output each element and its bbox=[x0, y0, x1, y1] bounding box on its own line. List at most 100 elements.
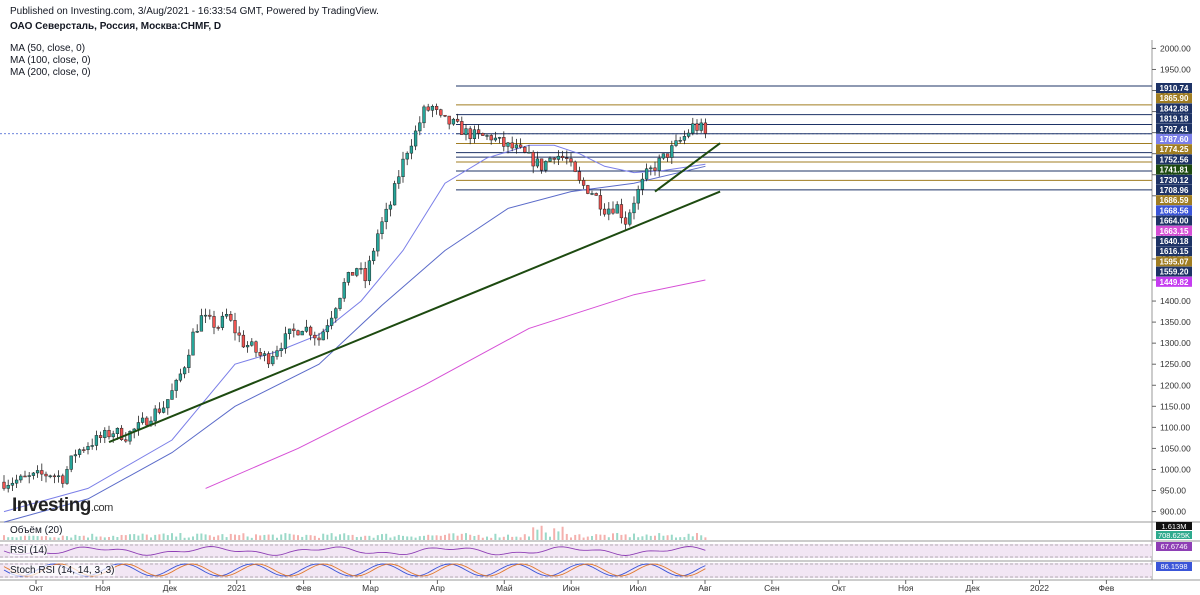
candle-body bbox=[233, 320, 237, 334]
volume-bar bbox=[196, 533, 199, 540]
volume-bar bbox=[586, 536, 589, 540]
candle-body bbox=[539, 158, 544, 171]
volume-bar bbox=[208, 535, 211, 540]
volume-bar bbox=[645, 534, 648, 540]
candle-body bbox=[350, 272, 355, 276]
x-tick-label: Апр bbox=[430, 583, 445, 593]
volume-bar bbox=[271, 534, 274, 540]
volume-bar bbox=[255, 534, 257, 540]
candle-body bbox=[472, 129, 477, 139]
volume-bar bbox=[641, 536, 644, 540]
candle-body bbox=[241, 334, 246, 348]
candle-body bbox=[56, 475, 61, 478]
candle-body bbox=[640, 178, 645, 190]
volume-bar bbox=[700, 535, 703, 540]
volume-bar bbox=[242, 533, 245, 540]
price-marker-box bbox=[1156, 93, 1192, 104]
candle-body bbox=[397, 176, 401, 184]
rsi-marker-box bbox=[1156, 542, 1192, 551]
volume-bar bbox=[175, 536, 178, 540]
volume-bar bbox=[498, 537, 501, 540]
price-marker-label: 1819.18 bbox=[1160, 115, 1189, 124]
candle-body bbox=[468, 128, 472, 139]
candle-body bbox=[153, 408, 157, 422]
candle-body bbox=[623, 217, 628, 225]
candle-body bbox=[115, 427, 120, 434]
volume-bar bbox=[19, 536, 22, 540]
volume-bar bbox=[145, 534, 148, 540]
candle-body bbox=[69, 455, 73, 470]
volume-bar bbox=[221, 534, 224, 540]
candle-body bbox=[313, 334, 317, 339]
candle-body bbox=[447, 115, 451, 125]
volume-bar bbox=[536, 529, 539, 540]
volume-bar bbox=[351, 534, 354, 540]
candle-body bbox=[686, 132, 691, 137]
candle-body bbox=[430, 105, 435, 111]
ma100-legend: MA (100, close, 0) bbox=[10, 55, 91, 66]
candle-body bbox=[119, 427, 124, 440]
volume-bar bbox=[74, 534, 77, 540]
candle-body bbox=[224, 314, 229, 317]
volume-bar bbox=[259, 535, 262, 540]
x-tick-label: Мар bbox=[362, 583, 379, 593]
price-marker-box bbox=[1156, 123, 1192, 134]
candle-body bbox=[14, 479, 19, 484]
volume-bar bbox=[250, 537, 253, 540]
x-tick-label: Дек bbox=[965, 583, 979, 593]
candle-body bbox=[497, 137, 502, 139]
ma100-line bbox=[3, 165, 706, 523]
candle-body bbox=[103, 429, 107, 438]
volume-bar bbox=[570, 537, 572, 540]
volume-bar bbox=[187, 537, 190, 540]
volume-bar bbox=[360, 536, 362, 540]
volume-bar bbox=[620, 534, 623, 540]
candle-body bbox=[590, 193, 594, 195]
candle-body bbox=[527, 151, 531, 154]
candle-body bbox=[212, 316, 216, 328]
x-tick-label: Июл bbox=[629, 583, 646, 593]
volume-bar bbox=[28, 533, 31, 540]
volume-bar bbox=[444, 534, 446, 540]
volume-bar bbox=[385, 533, 388, 540]
candle-body bbox=[363, 268, 367, 282]
volume-bar bbox=[666, 535, 669, 540]
volume-bar bbox=[318, 537, 320, 540]
candle-body bbox=[220, 315, 225, 328]
candle-body bbox=[422, 106, 426, 124]
volume-bar bbox=[494, 533, 497, 540]
candle-body bbox=[556, 155, 561, 160]
volume-panel-label: Объём (20) bbox=[10, 525, 63, 536]
y-tick-label: 950.00 bbox=[1160, 486, 1186, 496]
stoch-marker-box bbox=[1156, 562, 1192, 571]
candle-body bbox=[598, 195, 603, 210]
volume-bar bbox=[133, 534, 136, 540]
candle-body bbox=[174, 379, 178, 391]
volume-bar bbox=[628, 537, 631, 540]
candle-body bbox=[229, 314, 233, 321]
trendline bbox=[654, 142, 721, 193]
volume-bar bbox=[66, 536, 68, 540]
volume-bar bbox=[124, 535, 127, 540]
candle-body bbox=[392, 183, 397, 206]
volume-bar bbox=[397, 534, 400, 540]
candle-body bbox=[443, 114, 447, 117]
y-tick-label: 1150.00 bbox=[1160, 401, 1190, 411]
volume-bar bbox=[603, 534, 606, 540]
volume-bar bbox=[515, 536, 518, 540]
volume-bar bbox=[574, 534, 577, 540]
price-marker-box bbox=[1156, 185, 1192, 195]
candle-body bbox=[128, 431, 132, 442]
candle-body bbox=[342, 282, 346, 299]
price-marker-box bbox=[1156, 83, 1192, 93]
x-tick-label: Июн bbox=[563, 583, 580, 593]
price-marker-box bbox=[1156, 246, 1192, 257]
volume-bar bbox=[204, 534, 207, 540]
volume-bar bbox=[225, 537, 228, 540]
volume-bar bbox=[171, 533, 173, 540]
candle-body bbox=[451, 118, 456, 125]
candle-body bbox=[493, 137, 498, 141]
volume-avg-label: 708.625K bbox=[1158, 531, 1190, 540]
volume-bar bbox=[624, 534, 627, 540]
